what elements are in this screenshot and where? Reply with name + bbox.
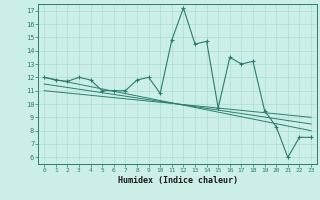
X-axis label: Humidex (Indice chaleur): Humidex (Indice chaleur) (118, 176, 238, 185)
